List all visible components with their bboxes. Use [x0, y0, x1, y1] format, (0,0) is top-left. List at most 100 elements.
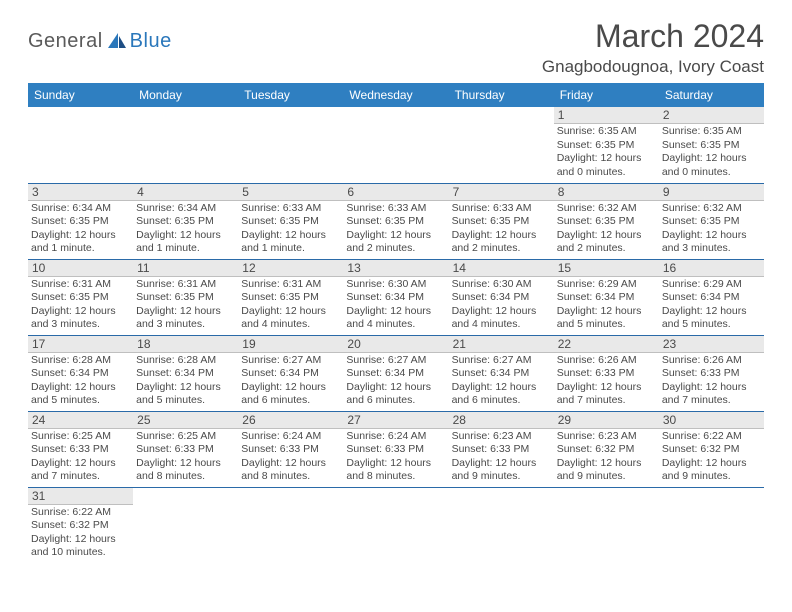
calendar-week-row: 31Sunrise: 6:22 AMSunset: 6:32 PMDayligh… [28, 487, 764, 563]
empty-day-cell [343, 107, 448, 183]
day-cell: 9Sunrise: 6:32 AMSunset: 6:35 PMDaylight… [659, 183, 764, 259]
day-number: 30 [659, 412, 764, 429]
calendar-week-row: 24Sunrise: 6:25 AMSunset: 6:33 PMDayligh… [28, 411, 764, 487]
day-details: Sunrise: 6:25 AMSunset: 6:33 PMDaylight:… [133, 429, 238, 486]
weekday-header: Tuesday [238, 83, 343, 107]
day-details: Sunrise: 6:30 AMSunset: 6:34 PMDaylight:… [449, 277, 554, 334]
day-details: Sunrise: 6:29 AMSunset: 6:34 PMDaylight:… [554, 277, 659, 334]
weekday-header: Friday [554, 83, 659, 107]
title-block: March 2024 Gnagbodougnoa, Ivory Coast [542, 18, 764, 77]
weekday-header: Wednesday [343, 83, 448, 107]
calendar-week-row: 10Sunrise: 6:31 AMSunset: 6:35 PMDayligh… [28, 259, 764, 335]
day-cell: 20Sunrise: 6:27 AMSunset: 6:34 PMDayligh… [343, 335, 448, 411]
day-details: Sunrise: 6:34 AMSunset: 6:35 PMDaylight:… [28, 201, 133, 258]
empty-day-cell [659, 487, 764, 563]
day-number: 14 [449, 260, 554, 277]
day-details: Sunrise: 6:33 AMSunset: 6:35 PMDaylight:… [343, 201, 448, 258]
day-number: 24 [28, 412, 133, 429]
day-number: 22 [554, 336, 659, 353]
day-number: 2 [659, 107, 764, 124]
day-cell: 26Sunrise: 6:24 AMSunset: 6:33 PMDayligh… [238, 411, 343, 487]
day-details: Sunrise: 6:23 AMSunset: 6:33 PMDaylight:… [449, 429, 554, 486]
day-cell: 24Sunrise: 6:25 AMSunset: 6:33 PMDayligh… [28, 411, 133, 487]
day-details: Sunrise: 6:32 AMSunset: 6:35 PMDaylight:… [659, 201, 764, 258]
day-number: 15 [554, 260, 659, 277]
day-cell: 23Sunrise: 6:26 AMSunset: 6:33 PMDayligh… [659, 335, 764, 411]
day-number: 10 [28, 260, 133, 277]
day-details: Sunrise: 6:29 AMSunset: 6:34 PMDaylight:… [659, 277, 764, 334]
calendar-table: Sunday Monday Tuesday Wednesday Thursday… [28, 83, 764, 563]
day-details: Sunrise: 6:26 AMSunset: 6:33 PMDaylight:… [659, 353, 764, 410]
day-cell: 25Sunrise: 6:25 AMSunset: 6:33 PMDayligh… [133, 411, 238, 487]
empty-day-cell [28, 107, 133, 183]
day-details: Sunrise: 6:31 AMSunset: 6:35 PMDaylight:… [133, 277, 238, 334]
day-number: 31 [28, 488, 133, 505]
day-details: Sunrise: 6:28 AMSunset: 6:34 PMDaylight:… [133, 353, 238, 410]
day-details: Sunrise: 6:27 AMSunset: 6:34 PMDaylight:… [238, 353, 343, 410]
day-cell: 8Sunrise: 6:32 AMSunset: 6:35 PMDaylight… [554, 183, 659, 259]
day-cell: 4Sunrise: 6:34 AMSunset: 6:35 PMDaylight… [133, 183, 238, 259]
day-number: 21 [449, 336, 554, 353]
day-details: Sunrise: 6:24 AMSunset: 6:33 PMDaylight:… [238, 429, 343, 486]
day-details: Sunrise: 6:24 AMSunset: 6:33 PMDaylight:… [343, 429, 448, 486]
empty-day-cell [343, 487, 448, 563]
day-number: 17 [28, 336, 133, 353]
logo: General Blue [28, 30, 172, 53]
day-details: Sunrise: 6:22 AMSunset: 6:32 PMDaylight:… [659, 429, 764, 486]
day-details: Sunrise: 6:27 AMSunset: 6:34 PMDaylight:… [343, 353, 448, 410]
day-number: 5 [238, 184, 343, 201]
weekday-header: Saturday [659, 83, 764, 107]
day-details: Sunrise: 6:30 AMSunset: 6:34 PMDaylight:… [343, 277, 448, 334]
weekday-header: Monday [133, 83, 238, 107]
day-number: 18 [133, 336, 238, 353]
day-details: Sunrise: 6:27 AMSunset: 6:34 PMDaylight:… [449, 353, 554, 410]
day-cell: 17Sunrise: 6:28 AMSunset: 6:34 PMDayligh… [28, 335, 133, 411]
day-details: Sunrise: 6:28 AMSunset: 6:34 PMDaylight:… [28, 353, 133, 410]
weekday-header-row: Sunday Monday Tuesday Wednesday Thursday… [28, 83, 764, 107]
day-cell: 21Sunrise: 6:27 AMSunset: 6:34 PMDayligh… [449, 335, 554, 411]
weekday-header: Thursday [449, 83, 554, 107]
day-cell: 31Sunrise: 6:22 AMSunset: 6:32 PMDayligh… [28, 487, 133, 563]
day-cell: 29Sunrise: 6:23 AMSunset: 6:32 PMDayligh… [554, 411, 659, 487]
calendar-week-row: 3Sunrise: 6:34 AMSunset: 6:35 PMDaylight… [28, 183, 764, 259]
day-cell: 6Sunrise: 6:33 AMSunset: 6:35 PMDaylight… [343, 183, 448, 259]
day-number: 11 [133, 260, 238, 277]
day-cell: 18Sunrise: 6:28 AMSunset: 6:34 PMDayligh… [133, 335, 238, 411]
day-cell: 19Sunrise: 6:27 AMSunset: 6:34 PMDayligh… [238, 335, 343, 411]
header: General Blue March 2024 Gnagbodougnoa, I… [28, 18, 764, 77]
day-details: Sunrise: 6:32 AMSunset: 6:35 PMDaylight:… [554, 201, 659, 258]
day-details: Sunrise: 6:25 AMSunset: 6:33 PMDaylight:… [28, 429, 133, 486]
day-number: 19 [238, 336, 343, 353]
day-details: Sunrise: 6:31 AMSunset: 6:35 PMDaylight:… [238, 277, 343, 334]
day-details: Sunrise: 6:35 AMSunset: 6:35 PMDaylight:… [554, 124, 659, 181]
location: Gnagbodougnoa, Ivory Coast [542, 57, 764, 77]
day-cell: 13Sunrise: 6:30 AMSunset: 6:34 PMDayligh… [343, 259, 448, 335]
empty-day-cell [554, 487, 659, 563]
day-number: 3 [28, 184, 133, 201]
calendar-week-row: 17Sunrise: 6:28 AMSunset: 6:34 PMDayligh… [28, 335, 764, 411]
day-cell: 30Sunrise: 6:22 AMSunset: 6:32 PMDayligh… [659, 411, 764, 487]
day-number: 28 [449, 412, 554, 429]
day-number: 1 [554, 107, 659, 124]
day-details: Sunrise: 6:33 AMSunset: 6:35 PMDaylight:… [238, 201, 343, 258]
day-cell: 10Sunrise: 6:31 AMSunset: 6:35 PMDayligh… [28, 259, 133, 335]
day-details: Sunrise: 6:26 AMSunset: 6:33 PMDaylight:… [554, 353, 659, 410]
day-number: 29 [554, 412, 659, 429]
day-number: 12 [238, 260, 343, 277]
day-cell: 1Sunrise: 6:35 AMSunset: 6:35 PMDaylight… [554, 107, 659, 183]
empty-day-cell [238, 487, 343, 563]
logo-text-blue: Blue [130, 30, 172, 53]
day-number: 26 [238, 412, 343, 429]
day-cell: 15Sunrise: 6:29 AMSunset: 6:34 PMDayligh… [554, 259, 659, 335]
day-details: Sunrise: 6:33 AMSunset: 6:35 PMDaylight:… [449, 201, 554, 258]
calendar-week-row: 1Sunrise: 6:35 AMSunset: 6:35 PMDaylight… [28, 107, 764, 183]
day-number: 6 [343, 184, 448, 201]
empty-day-cell [133, 487, 238, 563]
day-cell: 5Sunrise: 6:33 AMSunset: 6:35 PMDaylight… [238, 183, 343, 259]
day-number: 20 [343, 336, 448, 353]
day-number: 27 [343, 412, 448, 429]
day-number: 4 [133, 184, 238, 201]
day-cell: 11Sunrise: 6:31 AMSunset: 6:35 PMDayligh… [133, 259, 238, 335]
empty-day-cell [133, 107, 238, 183]
logo-sail-icon [106, 32, 128, 50]
